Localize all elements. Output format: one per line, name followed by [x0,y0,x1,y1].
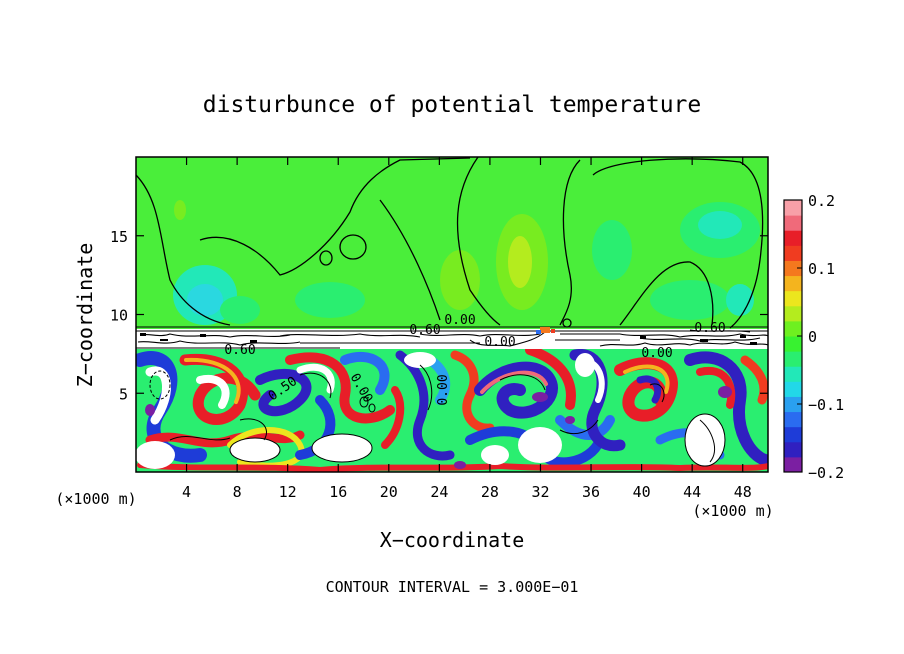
colorbar-tick-label: −0.2 [808,464,844,482]
contour-label: 0.60 [224,343,255,358]
colorbar-swatch [784,366,802,382]
contour-label: 0.00 [484,335,515,350]
x-axis: 4 8 12 16 20 24 28 32 36 40 44 48 [182,157,752,501]
colorbar-tick-label: 0 [808,328,817,346]
contour-label: 0.00 [641,346,672,361]
colorbar-swatch [784,305,802,322]
upper-field-patches [173,200,760,325]
colorbar-swatch [784,381,802,397]
colorbar-swatch [784,290,802,307]
x-tick-label: 48 [734,483,752,501]
lower-field [136,349,768,472]
contour-label: 0.60 [694,321,725,336]
x-tick-label: 36 [582,483,600,501]
colorbar-swatch [784,351,802,367]
colorbar-tick-label: −0.1 [808,396,844,414]
colorbar-swatch [784,336,802,352]
colorbar-swatch [784,260,802,277]
x-tick-label: 12 [279,483,297,501]
colorbar-swatch [784,245,802,261]
colorbar-tick-label: 0.1 [808,260,835,278]
upper-contours [136,157,764,329]
colorbar-swatch [784,441,802,458]
colorbar-swatch [784,411,802,428]
y-tick-label: 15 [110,228,128,246]
x-tick-label: 16 [329,483,347,501]
y-axis-title: Z−coordinate [73,243,97,388]
chart-title: disturbunce of potential temperature [203,92,702,118]
y-tick-label: 10 [110,307,128,325]
contour-interval-note: CONTOUR INTERVAL = 3.000E−01 [326,578,579,596]
colorbar-swatch [784,320,802,337]
colorbar-swatch [784,275,802,292]
contour-label: 0.60 [409,323,440,338]
colorbar-swatch [784,215,802,231]
colorbar-swatch [784,426,802,443]
transition-band [136,326,768,349]
colorbar-tick-label: 0.2 [808,192,835,210]
plot-area [136,157,768,472]
y-tick-label: 5 [119,385,128,403]
colorbar-swatch [784,200,802,216]
x-tick-label: 4 [182,483,191,501]
colorbar: 0.2 0.1 0 −0.1 −0.2 [783,192,844,482]
contour-label: 0.00 [436,374,451,405]
colorbar-swatch [784,230,802,246]
x-tick-label: 40 [633,483,651,501]
x-tick-label: 44 [683,483,701,501]
x-tick-label: 20 [380,483,398,501]
x-tick-label: 32 [531,483,549,501]
x-tick-label: 28 [481,483,499,501]
colorbar-swatch [784,396,802,413]
x-unit-left: (×1000 m) [55,490,136,508]
x-axis-title: X−coordinate [380,528,525,552]
colorbar-swatch [784,456,802,473]
contour-label: 0.00 [444,313,475,328]
x-tick-label: 24 [430,483,448,501]
x-unit-right: (×1000 m) [692,502,773,520]
x-tick-label: 8 [233,483,242,501]
y-axis: 5 10 15 [110,228,768,403]
